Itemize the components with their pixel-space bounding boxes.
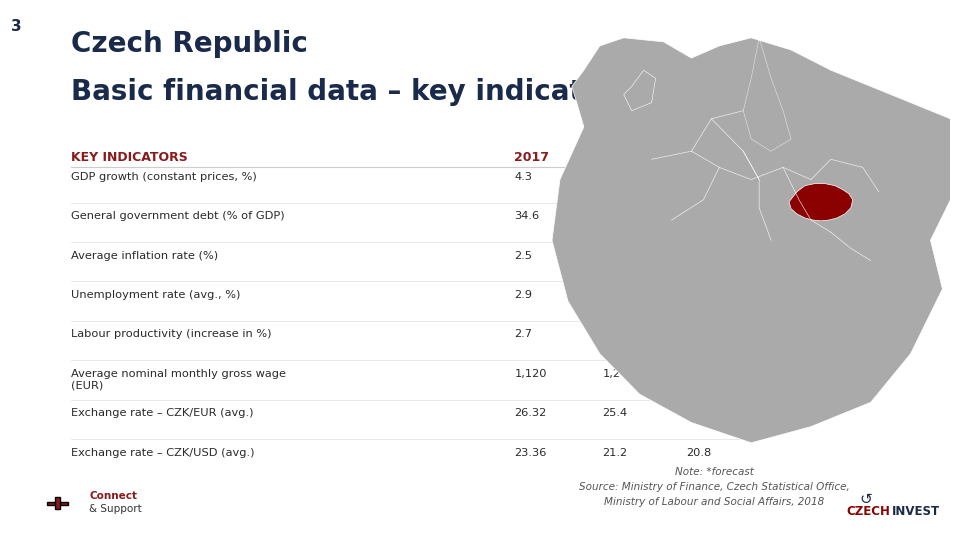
- Text: 2.6: 2.6: [686, 172, 704, 182]
- Text: 2.9: 2.9: [515, 290, 533, 300]
- Text: 2.7: 2.7: [515, 329, 533, 340]
- Text: 2017: 2017: [515, 151, 549, 164]
- Text: Labour productivity (increase in %): Labour productivity (increase in %): [71, 329, 271, 340]
- Text: 2.4: 2.4: [603, 290, 620, 300]
- FancyBboxPatch shape: [47, 502, 68, 505]
- Text: 2018*: 2018*: [603, 151, 644, 164]
- Text: Basic financial data – key indicators: Basic financial data – key indicators: [71, 78, 632, 106]
- Text: 2.3: 2.3: [686, 290, 704, 300]
- Text: 20.8: 20.8: [686, 448, 711, 458]
- Text: 21.2: 21.2: [603, 448, 628, 458]
- Text: INVEST: INVEST: [892, 505, 941, 518]
- Text: Average nominal monthly gross wage
(EUR): Average nominal monthly gross wage (EUR): [71, 369, 286, 391]
- Text: 1,324: 1,324: [686, 369, 718, 379]
- Text: 23.36: 23.36: [515, 448, 547, 458]
- Text: 1,120: 1,120: [515, 369, 547, 379]
- Text: ↺: ↺: [859, 492, 872, 507]
- Text: 1,244: 1,244: [603, 369, 635, 379]
- Text: 3: 3: [11, 19, 21, 34]
- Text: 25.4: 25.4: [603, 408, 628, 418]
- Text: 33.1: 33.1: [603, 211, 628, 221]
- Text: GDP growth (constant prices, %): GDP growth (constant prices, %): [71, 172, 256, 182]
- Text: Exchange rate – CZK/EUR (avg.): Exchange rate – CZK/EUR (avg.): [71, 408, 253, 418]
- FancyBboxPatch shape: [55, 497, 60, 509]
- Text: 2.6: 2.6: [603, 251, 620, 261]
- Polygon shape: [789, 184, 852, 221]
- Text: General government debt (% of GDP): General government debt (% of GDP): [71, 211, 284, 221]
- Text: 34.6: 34.6: [515, 211, 540, 221]
- Text: 25.0: 25.0: [686, 408, 711, 418]
- Text: 2.1: 2.1: [686, 251, 704, 261]
- Text: -: -: [686, 211, 690, 221]
- Text: Connect: Connect: [89, 491, 137, 501]
- Polygon shape: [552, 38, 950, 443]
- Text: 4.3: 4.3: [515, 172, 533, 182]
- Text: Note: *forecast
Source: Ministry of Finance, Czech Statistical Office,
Ministry : Note: *forecast Source: Ministry of Fina…: [579, 467, 850, 507]
- Text: 2.4: 2.4: [686, 329, 704, 340]
- Text: Unemployment rate (avg., %): Unemployment rate (avg., %): [71, 290, 240, 300]
- Text: Exchange rate – CZK/USD (avg.): Exchange rate – CZK/USD (avg.): [71, 448, 254, 458]
- Text: Czech Republic: Czech Republic: [71, 30, 307, 58]
- Polygon shape: [624, 70, 656, 111]
- Text: 2019*: 2019*: [686, 151, 728, 164]
- Text: 3.4: 3.4: [603, 172, 620, 182]
- Text: 2.7: 2.7: [603, 329, 620, 340]
- Text: CZECH: CZECH: [847, 505, 891, 518]
- Text: KEY INDICATORS: KEY INDICATORS: [71, 151, 187, 164]
- Text: & Support: & Support: [89, 504, 142, 514]
- Text: 26.32: 26.32: [515, 408, 546, 418]
- Text: Average inflation rate (%): Average inflation rate (%): [71, 251, 218, 261]
- Text: 2.5: 2.5: [515, 251, 533, 261]
